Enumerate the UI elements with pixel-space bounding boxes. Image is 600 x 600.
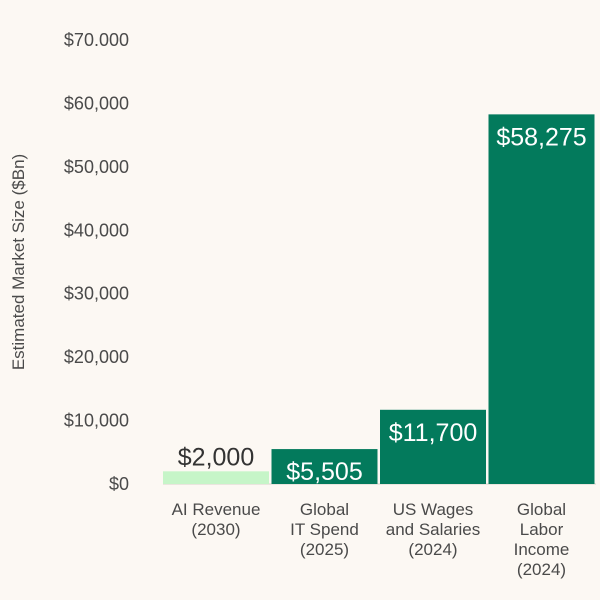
y-tick-label: $30,000 bbox=[64, 284, 129, 304]
y-tick-label: $70.000 bbox=[64, 30, 129, 50]
bar bbox=[163, 471, 269, 484]
category-label: Labor bbox=[520, 520, 564, 539]
bar-value-label: $58,275 bbox=[496, 123, 586, 151]
category-label: Income bbox=[514, 540, 570, 559]
y-axis-ticks: $0 $10,000 $20,000 $30,000 $40,000 $50,000 $60… bbox=[64, 30, 129, 494]
bar bbox=[380, 409, 486, 484]
bar bbox=[488, 114, 595, 485]
category-label: (2030) bbox=[191, 520, 240, 539]
y-tick-label: $0 bbox=[109, 474, 129, 494]
category-label: US Wages bbox=[393, 500, 474, 519]
category-label: (2024) bbox=[408, 540, 457, 559]
bars: $2,000 $5,505 $11,700 $58,275 bbox=[163, 114, 595, 486]
category-label: IT Spend bbox=[290, 520, 359, 539]
category-label: (2024) bbox=[517, 560, 566, 579]
category-label: and Salaries bbox=[386, 520, 481, 539]
y-tick-label: $40,000 bbox=[64, 220, 129, 240]
category-label: (2025) bbox=[300, 540, 349, 559]
bar-value-label: $5,505 bbox=[286, 458, 362, 486]
category-label: AI Revenue bbox=[172, 500, 261, 519]
y-tick-label: $50,000 bbox=[64, 157, 129, 177]
bar-value-label: $2,000 bbox=[178, 443, 254, 471]
y-tick-label: $10,000 bbox=[64, 411, 129, 431]
y-axis-label: Estimated Market Size ($Bn) bbox=[9, 154, 28, 370]
bar bbox=[271, 449, 378, 484]
y-tick-label: $60,000 bbox=[64, 93, 129, 113]
bar-value-label: $11,700 bbox=[389, 419, 478, 447]
category-label: Global bbox=[517, 500, 566, 519]
y-tick-label: $20,000 bbox=[64, 347, 129, 367]
category-label: Global bbox=[300, 500, 349, 519]
